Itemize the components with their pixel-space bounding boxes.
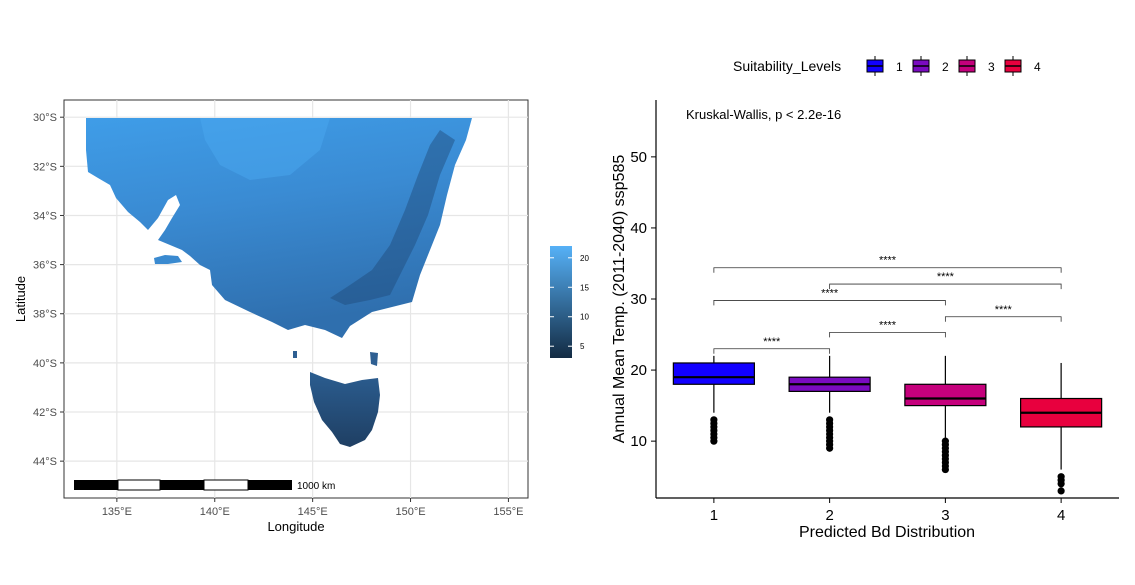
scale-bar-segment: [203, 479, 249, 491]
bass-strait-island: [370, 352, 378, 366]
map-raster: [86, 118, 472, 447]
box-y-tick-label: 10: [630, 433, 647, 450]
boxplot-1: [672, 355, 755, 445]
bracket-3-4: ****: [944, 304, 1062, 322]
bracket-label: ****: [879, 255, 897, 267]
scale-bar-segment: [160, 480, 204, 490]
bracket-line: [944, 316, 1062, 322]
highlands-shading: [330, 130, 455, 305]
box-y-tick-label: 40: [630, 220, 647, 237]
colorbar-tick-label: 15: [580, 283, 589, 292]
bracket-2-3: ****: [829, 319, 946, 338]
colorbar-tick-label: 10: [580, 313, 589, 322]
legend-key-1: 1: [866, 56, 903, 76]
island-raster: [154, 255, 182, 264]
boxplots: [672, 355, 1103, 495]
legend-key-2: 2: [912, 56, 949, 76]
map-y-tick-label: 44°S: [33, 456, 57, 468]
legend-key-label: 1: [896, 60, 903, 74]
map-x-tick-label: 140°E: [200, 506, 230, 518]
colorbar-tick-label: 20: [580, 254, 589, 263]
box-y-tick-label: 30: [630, 291, 647, 308]
map-panel: 1000 km 135°E 140°E 145°E 150°E 155°E 30°S 32…: [13, 99, 589, 534]
map-y-tick-label: 42°S: [33, 407, 57, 419]
map-x-tick-label: 145°E: [298, 506, 328, 518]
box-iqr: [904, 383, 987, 407]
bracket-line: [829, 332, 946, 338]
scale-bar-label: 1000 km: [297, 481, 335, 492]
scale-bar-segment: [74, 480, 118, 490]
box-x-tick-label: 1: [710, 507, 718, 524]
bracket-label: ****: [937, 271, 955, 283]
boxplot-3: [904, 355, 987, 474]
bracket-1-2: ****: [713, 336, 831, 354]
map-x-tick-label: 155°E: [493, 506, 523, 518]
map-y-tick-label: 30°S: [33, 112, 57, 124]
bracket-line: [713, 300, 946, 306]
map-x-axis-title: Longitude: [267, 519, 324, 534]
boxplot-4: [1020, 362, 1103, 495]
outlier-point: [1057, 487, 1065, 495]
box-x-axis: 1 2 3 4: [710, 498, 1065, 524]
box-iqr: [672, 362, 755, 385]
bracket-1-4: ****: [713, 255, 1062, 273]
mainland-raster: [86, 118, 472, 338]
bass-strait-island: [293, 351, 297, 358]
map-y-tick-label: 36°S: [33, 260, 57, 272]
kruskal-annotation: Kruskal-Wallis, p < 2.2e-16: [686, 107, 841, 122]
box-y-tick-label: 20: [630, 362, 647, 379]
colorbar-tick-label: 5: [580, 342, 585, 351]
box-y-axis: 10 20 30 40 50: [630, 149, 656, 450]
bracket-line: [713, 267, 1062, 273]
box-x-tick-label: 2: [825, 507, 833, 524]
legend-title: Suitability_Levels: [733, 58, 841, 74]
legend-key-label: 3: [988, 60, 995, 74]
suitability-legend: Suitability_Levels 1 2 3 4: [733, 56, 1041, 76]
map-y-tick-label: 34°S: [33, 210, 57, 222]
bracket-label: ****: [995, 304, 1013, 316]
map-y-tick-label: 40°S: [33, 358, 57, 370]
tasmania-raster: [310, 372, 380, 447]
bracket-label: ****: [879, 319, 897, 331]
colorbar-legend: 5 10 15 20: [550, 246, 589, 358]
map-y-axis-title: Latitude: [13, 276, 28, 322]
outlier-point: [1057, 480, 1065, 488]
legend-key-label: 2: [942, 60, 949, 74]
box-x-tick-label: 4: [1057, 507, 1065, 524]
north-highlight: [200, 118, 330, 180]
legend-key-3: 3: [958, 56, 995, 76]
map-x-tick-label: 150°E: [395, 506, 425, 518]
bracket-label: ****: [821, 287, 839, 299]
bracket-label: ****: [763, 336, 781, 348]
colorbar: [550, 246, 572, 358]
box-y-tick-label: 50: [630, 149, 647, 166]
scale-bar: 1000 km: [74, 479, 335, 492]
legend-key-4: 4: [1004, 56, 1041, 76]
bracket-line: [829, 283, 1062, 290]
map-x-tick-label: 135°E: [102, 506, 132, 518]
box-x-axis-title: Predicted Bd Distribution: [799, 524, 975, 541]
outlier-point: [941, 465, 949, 474]
outlier-point: [826, 444, 834, 452]
legend-keys: 1 2 3 4: [866, 56, 1041, 76]
box-x-tick-label: 3: [941, 507, 949, 524]
colorbar-ticks: 5 10 15 20: [550, 254, 589, 351]
bracket-2-4: ****: [829, 271, 1062, 290]
scale-bar-segment: [117, 479, 161, 491]
significance-brackets: **** **** **** **** **** ****: [713, 255, 1062, 354]
legend-key-label: 4: [1034, 60, 1041, 74]
outlier-point: [710, 437, 718, 445]
map-y-tick-label: 32°S: [33, 161, 57, 173]
map-y-tick-label: 38°S: [33, 309, 57, 321]
bracket-1-3: ****: [713, 287, 946, 306]
box-y-axis-title: Annual Mean Temp. (2011-2040) ssp585: [611, 155, 628, 444]
bracket-line: [713, 348, 831, 354]
boxplot-2: [788, 355, 871, 452]
map-y-axis: 30°S 32°S 34°S 36°S 38°S 40°S 42°S 44°S: [33, 112, 64, 468]
scale-bar-segment: [248, 480, 292, 490]
map-x-axis: 135°E 140°E 145°E 150°E 155°E: [102, 498, 523, 518]
